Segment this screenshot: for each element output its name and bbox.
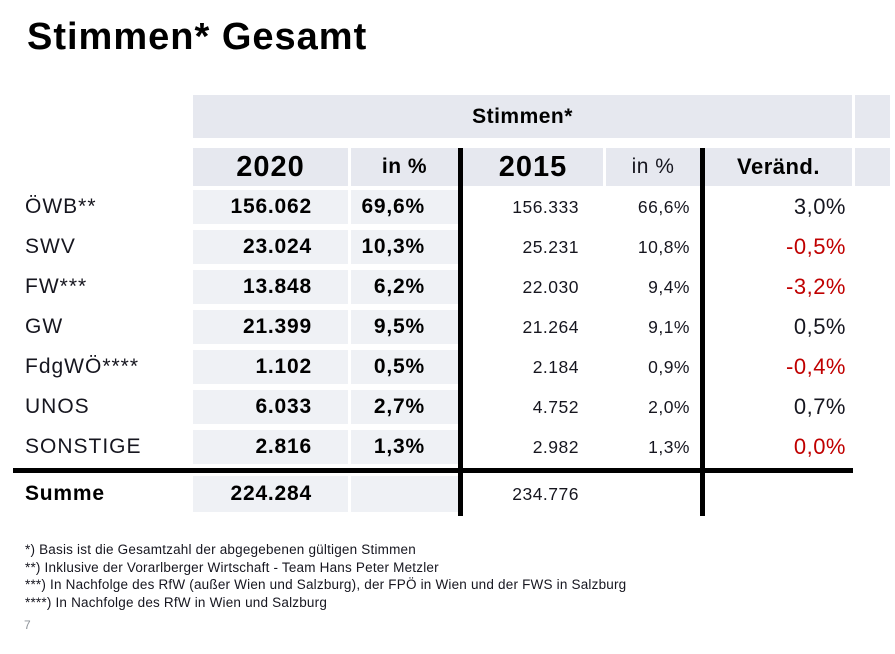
header-trailing-cell <box>855 95 890 138</box>
votes-2015-cell: 2.184 <box>532 356 579 377</box>
votes-2015-cell: 156.333 <box>512 196 579 217</box>
change-cell: -3,2% <box>786 274 846 299</box>
footnote-line: **) Inklusive der Vorarlberger Wirtschaf… <box>25 559 439 575</box>
pct-2020-cell: 10,3% <box>351 230 458 264</box>
table-row: FdgWÖ**** 1.102 0,5% 2.184 0,9% -0,4% <box>25 350 890 384</box>
column-header-pct-2015: in % <box>606 148 700 186</box>
spacer <box>25 95 193 138</box>
table-row: GW 21.399 9,5% 21.264 9,1% 0,5% <box>25 310 890 344</box>
change-cell: -0,4% <box>786 354 846 379</box>
votes-2020-cell: 23.024 <box>193 230 348 264</box>
votes-2020-cell: 1.102 <box>193 350 348 384</box>
pct-2020-cell: 2,7% <box>351 390 458 424</box>
table-summary-row: Summe 224.284 234.776 <box>25 476 890 512</box>
votes-2020-cell: 2.816 <box>193 430 348 464</box>
votes-2020-cell: 156.062 <box>193 190 348 224</box>
change-cell: 0,5% <box>793 314 846 339</box>
summary-label: Summe <box>25 482 105 505</box>
row-label: FW*** <box>25 275 88 298</box>
column-header-change: Veränd. <box>705 148 852 186</box>
table-row: FW*** 13.848 6,2% 22.030 9,4% -3,2% <box>25 270 890 304</box>
pct-2020-cell: 0,5% <box>351 350 458 384</box>
pct-2015-cell: 9,1% <box>648 316 690 337</box>
votes-2015-cell: 25.231 <box>522 236 579 257</box>
votes-2020-cell: 21.399 <box>193 310 348 344</box>
change-cell: -0,5% <box>786 234 846 259</box>
footnote-line: *) Basis ist die Gesamtzahl der abgegebe… <box>25 542 416 557</box>
pct-2015-cell: 2,0% <box>648 396 690 417</box>
row-label: SWV <box>25 235 76 258</box>
votes-2020-cell: 13.848 <box>193 270 348 304</box>
votes-2015-cell: 4.752 <box>532 396 579 417</box>
summary-empty-cell <box>351 476 458 512</box>
vertical-divider-line <box>458 148 463 516</box>
table-row: ÖWB** 156.062 69,6% 156.333 66,6% 3,0% <box>25 190 890 224</box>
table-row: SONSTIGE 2.816 1,3% 2.982 1,3% 0,0% <box>25 430 890 464</box>
page-number: 7 <box>24 618 31 632</box>
table-group-header-row: Stimmen* <box>25 95 890 138</box>
row-label: ÖWB** <box>25 195 97 218</box>
slide-title: Stimmen* Gesamt <box>27 16 368 58</box>
header-trailing-cell <box>855 148 890 186</box>
column-header-pct-2020: in % <box>351 148 458 186</box>
row-label: UNOS <box>25 395 90 418</box>
pct-2015-cell: 9,4% <box>648 276 690 297</box>
pct-2015-cell: 0,9% <box>648 356 690 377</box>
table-row: UNOS 6.033 2,7% 4.752 2,0% 0,7% <box>25 390 890 424</box>
summary-votes-2015-cell: 234.776 <box>512 483 579 504</box>
footnotes: *) Basis ist die Gesamtzahl der abgegebe… <box>25 541 626 611</box>
summary-empty-cell <box>606 476 700 512</box>
votes-2015-cell: 21.264 <box>522 316 579 337</box>
table-row: SWV 23.024 10,3% 25.231 10,8% -0,5% <box>25 230 890 264</box>
results-table: Stimmen* 2020 in % 2015 in % Veränd. ÖWB… <box>25 95 890 512</box>
change-cell: 0,7% <box>793 394 846 419</box>
votes-2015-cell: 2.982 <box>532 436 579 457</box>
summary-empty-cell <box>705 476 852 512</box>
pct-2015-cell: 10,8% <box>637 236 690 257</box>
summary-divider-line <box>13 468 853 473</box>
change-cell: 3,0% <box>793 194 846 219</box>
row-label: GW <box>25 315 64 338</box>
pct-2020-cell: 9,5% <box>351 310 458 344</box>
vertical-divider-line <box>700 148 705 516</box>
column-header-2020: 2020 <box>193 148 348 186</box>
group-header-stimmen: Stimmen* <box>193 95 852 138</box>
row-label: SONSTIGE <box>25 435 142 458</box>
spacer <box>25 148 193 186</box>
votes-2015-cell: 22.030 <box>522 276 579 297</box>
change-cell: 0,0% <box>793 434 846 459</box>
pct-2020-cell: 69,6% <box>351 190 458 224</box>
row-label: FdgWÖ**** <box>25 355 140 378</box>
table-header-row: 2020 in % 2015 in % Veränd. <box>25 148 890 186</box>
column-header-2015: 2015 <box>463 148 603 186</box>
footnote-line: ***) In Nachfolge des RfW (außer Wien un… <box>25 577 627 592</box>
votes-2020-cell: 6.033 <box>193 390 348 424</box>
pct-2020-cell: 6,2% <box>351 270 458 304</box>
pct-2015-cell: 66,6% <box>637 196 690 217</box>
pct-2015-cell: 1,3% <box>648 436 690 457</box>
footnote-line: ****) In Nachfolge des RfW in Wien und S… <box>25 594 328 610</box>
pct-2020-cell: 1,3% <box>351 430 458 464</box>
summary-votes-2020-cell: 224.284 <box>193 476 348 512</box>
